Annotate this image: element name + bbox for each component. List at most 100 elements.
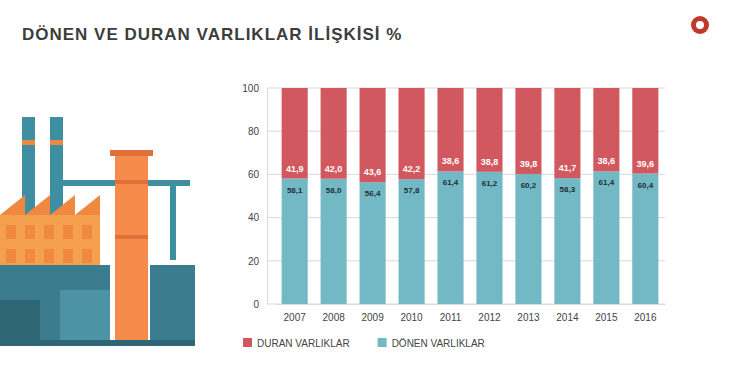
legend-label: DURAN VARLIKLAR [257, 338, 350, 349]
x-axis-line [276, 304, 666, 305]
y-tick: 0 [253, 299, 267, 310]
illustration-shape [150, 265, 195, 345]
x-tick-label: 2016 [634, 312, 657, 323]
data-label: 39,8 [520, 159, 538, 169]
data-label: 58,1 [287, 186, 303, 195]
illustration-shape [115, 150, 148, 345]
bar [282, 88, 308, 179]
illustration-shape [6, 225, 16, 239]
y-axis: 0 20 40 60 80 100 [242, 83, 267, 310]
bar [321, 88, 347, 179]
bar [360, 88, 386, 182]
illustration-shape [60, 290, 110, 345]
illustration-shape [25, 249, 35, 263]
bars [282, 88, 659, 304]
bar [515, 174, 541, 304]
illustration-shape [0, 265, 110, 345]
data-label: 38,6 [598, 156, 616, 166]
data-label: 38,8 [481, 157, 499, 167]
logo-mark [696, 21, 704, 29]
illustration-shape [115, 180, 148, 184]
y-tick: 100 [242, 83, 267, 94]
x-tick-label: 2012 [478, 312, 501, 323]
x-tick: 2013 [517, 304, 540, 323]
x-tick: 2008 [323, 304, 346, 323]
illustration-shape [44, 249, 54, 263]
chart: DÖNEN VE DURAN VARLIKLAR İLİŞKİSİ % 0 20 40… [0, 0, 740, 369]
bar [476, 88, 502, 172]
logo [691, 16, 709, 34]
bar [399, 179, 425, 304]
data-label: 56,4 [365, 189, 381, 198]
x-tick: 2010 [400, 304, 423, 323]
x-tick: 2009 [361, 304, 384, 323]
data-label: 43,6 [364, 167, 382, 177]
grid [267, 88, 665, 304]
bar [515, 88, 541, 174]
bar [399, 88, 425, 179]
y-tick-label: 40 [248, 212, 260, 223]
illustration-shape [170, 180, 176, 260]
bar [632, 88, 658, 174]
bar [476, 172, 502, 304]
illustration-shape [6, 249, 16, 263]
data-label: 42,0 [325, 164, 343, 174]
data-label: 38,6 [442, 156, 460, 166]
x-tick-label: 2015 [595, 312, 618, 323]
illustration-shape [50, 140, 63, 145]
bar [437, 171, 463, 304]
y-axis-line [267, 89, 268, 305]
data-label: 41,9 [286, 164, 304, 174]
x-tick-label: 2014 [556, 312, 579, 323]
bar [554, 88, 580, 178]
illustration-shape [25, 225, 35, 239]
illustration-shape [82, 225, 92, 239]
x-axis: 2007 2008 2009 2010 2011 2012 2013 2014 2015 2016 [276, 304, 666, 323]
data-label: 61,4 [443, 178, 459, 187]
data-label: 57,8 [404, 186, 420, 195]
y-tick-label: 80 [248, 126, 260, 137]
x-tick-label: 2008 [323, 312, 346, 323]
illustration-shape [82, 249, 92, 263]
x-tick: 2011 [440, 304, 462, 323]
illustration-shape [0, 195, 100, 215]
illustration-shape [63, 249, 73, 263]
illustration-shape [0, 300, 40, 345]
legend: DURAN VARLIKLAR DÖNEN VARLIKLAR [243, 338, 485, 349]
illustration-shape [110, 150, 153, 156]
bar [632, 174, 658, 304]
x-tick-label: 2007 [284, 312, 307, 323]
factory-illustration [0, 117, 195, 346]
illustration-shape [115, 235, 148, 239]
bar [321, 179, 347, 304]
bar [554, 178, 580, 304]
illustration-shape [22, 140, 35, 145]
data-label: 58,0 [326, 186, 342, 195]
data-label: 60,2 [521, 181, 537, 190]
logo-mark [691, 16, 709, 34]
data-labels: 58,158,056,457,861,461,260,258,361,460,4… [286, 156, 654, 198]
illustration-shape [44, 225, 54, 239]
data-label: 42,2 [403, 164, 421, 174]
data-label: 41,7 [559, 163, 577, 173]
y-tick: 60 [248, 169, 267, 180]
y-tick-label: 0 [253, 299, 259, 310]
illustration-shape [0, 340, 195, 346]
data-label: 61,2 [482, 179, 498, 188]
y-tick-label: 100 [242, 83, 259, 94]
x-tick: 2015 [595, 304, 618, 323]
y-tick: 40 [248, 212, 267, 223]
legend-label: DÖNEN VARLIKLAR [392, 338, 485, 349]
x-tick-label: 2011 [440, 312, 462, 323]
x-tick: 2007 [284, 304, 307, 323]
data-label: 58,3 [560, 185, 576, 194]
legend-swatch [378, 338, 387, 347]
y-tick: 20 [248, 255, 267, 266]
bar [282, 179, 308, 304]
data-label: 60,4 [638, 181, 654, 190]
x-tick-label: 2009 [361, 312, 384, 323]
x-tick: 2014 [556, 304, 579, 323]
y-tick: 80 [248, 126, 267, 137]
x-tick-label: 2010 [400, 312, 423, 323]
title: DÖNEN VE DURAN VARLIKLAR İLİŞKİSİ % [22, 25, 402, 44]
